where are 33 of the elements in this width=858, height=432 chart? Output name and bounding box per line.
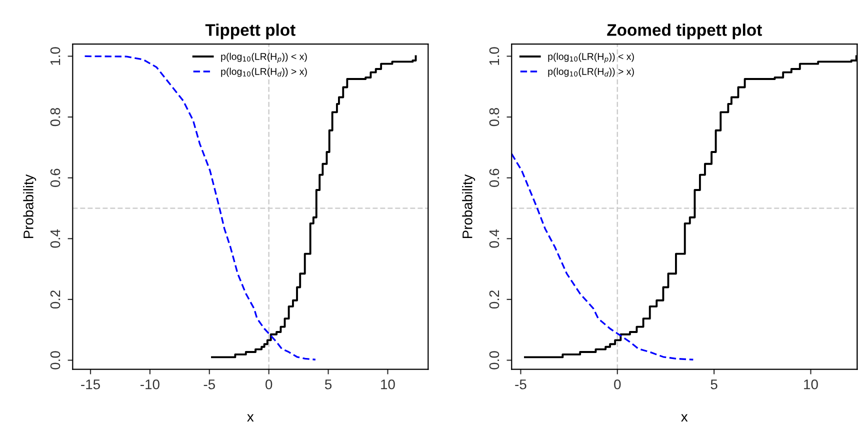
y-tick-label: 0.0 — [489, 351, 500, 370]
y-tick-label: 0.0 — [50, 351, 60, 370]
y-tick-label: 0.2 — [50, 290, 60, 309]
y-tick-label: 0.8 — [489, 108, 500, 126]
y-tick-label: 0.8 — [50, 108, 60, 126]
legend-label: p(log$_{10}$(LR(H$_{d}$)) > x) — [548, 68, 634, 77]
x-tick-label: 10 — [381, 379, 395, 390]
x-tick-label: -5 — [204, 380, 215, 390]
x-tick-label: -5 — [515, 380, 526, 390]
legend-label: p(log$_{10}$(LR(H$_{p}$)) < x) — [221, 52, 307, 63]
x-axis-title: x — [681, 414, 688, 422]
y-tick-label: 0.2 — [489, 290, 500, 309]
y-tick-label: 1.0 — [50, 47, 60, 65]
x-tick-label: 10 — [804, 379, 818, 390]
x-tick-label: 0 — [614, 379, 621, 390]
y-tick-label: 0.4 — [50, 229, 60, 248]
legend-label: p(log$_{10}$(LR(H$_{p}$)) < x) — [548, 52, 634, 63]
x-tick-label: 5 — [710, 380, 718, 390]
chart-title: Zoomed tippett plot — [607, 24, 762, 40]
x-tick-label: -10 — [140, 379, 160, 390]
y-axis-title: Probability — [23, 174, 36, 238]
y-tick-label: 0.4 — [489, 229, 500, 248]
x-tick-label: -15 — [81, 380, 100, 390]
line-series — [512, 152, 694, 360]
x-tick-label: 0 — [266, 379, 272, 390]
y-tick-label: 0.6 — [50, 168, 60, 187]
y-tick-label: 1.0 — [489, 47, 500, 65]
x-axis-title: x — [247, 414, 254, 422]
x-tick-label: 5 — [324, 380, 332, 390]
y-axis-title: Probability — [462, 174, 476, 238]
y-tick-label: 0.6 — [489, 168, 500, 187]
legend-label: p(log$_{10}$(LR(H$_{d}$)) > x) — [221, 68, 307, 77]
chart-title: Tippett plot — [205, 24, 296, 40]
